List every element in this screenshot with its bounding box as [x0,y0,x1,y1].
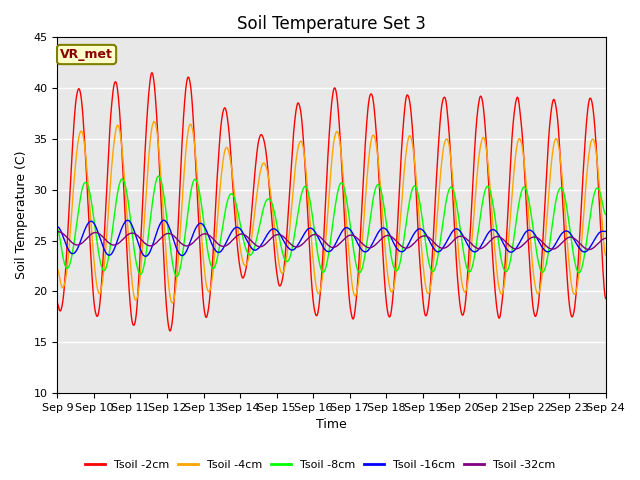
Tsoil -2cm [163,302,170,308]
Tsoil -2cm [176,180,184,185]
Tsoil -8cm [237,228,245,233]
Tsoil -8cm [489,201,497,206]
Tsoil -8cm [176,266,184,272]
Tsoil -2cm [148,70,156,75]
Tsoil -32cm [417,234,424,240]
Tsoil -2cm [602,296,609,301]
Tsoil -16cm [54,224,61,229]
Tsoil -8cm [602,212,609,217]
Tsoil -32cm [536,237,544,243]
Tsoil -16cm [176,252,184,257]
Tsoil -16cm [160,217,168,223]
Tsoil -4cm [237,252,245,258]
Tsoil -4cm [602,252,609,258]
Tsoil -16cm [237,228,245,233]
Tsoil -16cm [141,253,149,259]
Tsoil -4cm [163,255,170,261]
Line: Tsoil -2cm: Tsoil -2cm [58,72,605,331]
Tsoil -32cm [586,247,593,252]
Tsoil -16cm [417,226,425,232]
Line: Tsoil -4cm: Tsoil -4cm [58,121,605,303]
Line: Tsoil -16cm: Tsoil -16cm [58,220,605,256]
Tsoil -2cm [489,258,497,264]
Tsoil -16cm [489,227,497,232]
Tsoil -16cm [602,228,609,234]
Y-axis label: Soil Temperature (C): Soil Temperature (C) [15,151,28,279]
Tsoil -32cm [175,239,183,244]
Tsoil -4cm [176,232,184,238]
Tsoil -2cm [237,272,245,278]
Tsoil -16cm [163,220,171,226]
Tsoil -32cm [488,236,496,242]
Tsoil -2cm [54,300,61,306]
Tsoil -8cm [538,268,545,274]
Legend: Tsoil -2cm, Tsoil -4cm, Tsoil -8cm, Tsoil -16cm, Tsoil -32cm: Tsoil -2cm, Tsoil -4cm, Tsoil -8cm, Tsoi… [81,456,559,474]
Tsoil -4cm [538,279,545,285]
Tsoil -4cm [54,266,61,272]
Title: Soil Temperature Set 3: Soil Temperature Set 3 [237,15,426,33]
Tsoil -8cm [54,226,61,232]
Tsoil -4cm [489,221,497,227]
Tsoil -16cm [538,243,545,249]
Tsoil -2cm [166,328,174,334]
Line: Tsoil -8cm: Tsoil -8cm [58,176,605,276]
Text: VR_met: VR_met [60,48,113,61]
Tsoil -2cm [417,278,425,284]
Tsoil -32cm [237,231,244,237]
Tsoil -32cm [54,228,61,234]
Tsoil -32cm [602,236,609,241]
Tsoil -2cm [538,264,545,270]
X-axis label: Time: Time [316,419,347,432]
Tsoil -8cm [163,211,170,217]
Tsoil -4cm [417,241,425,247]
Tsoil -4cm [168,300,176,306]
Tsoil -8cm [173,274,180,279]
Tsoil -32cm [162,231,170,237]
Tsoil -8cm [155,173,163,179]
Line: Tsoil -32cm: Tsoil -32cm [58,231,605,250]
Tsoil -8cm [417,209,425,215]
Tsoil -4cm [150,119,158,124]
